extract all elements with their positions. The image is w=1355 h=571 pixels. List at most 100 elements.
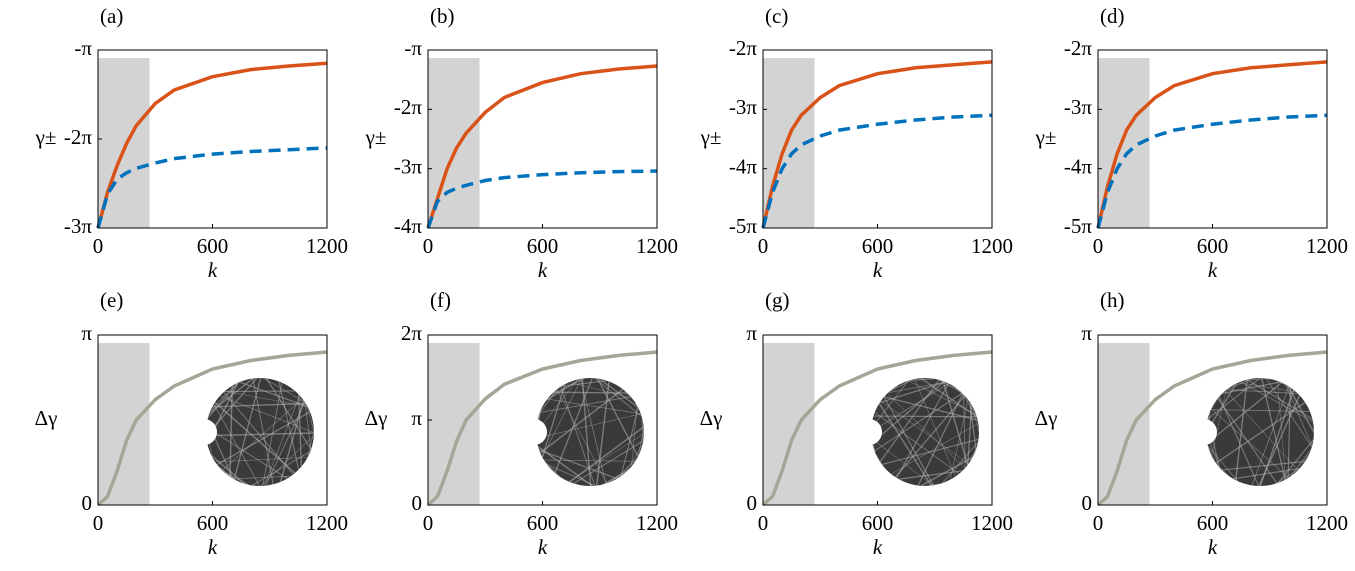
series-line — [96, 146, 328, 229]
y-tick-label: π — [746, 321, 757, 345]
panel-label: (h) — [1100, 288, 1125, 312]
fiber — [941, 441, 979, 484]
y-axis-label: Δγ — [1035, 406, 1058, 430]
fiber — [306, 405, 314, 433]
panel-label: (g) — [765, 288, 790, 312]
texture — [206, 378, 314, 486]
fiber — [536, 413, 641, 439]
y-axis-label: γ± — [365, 125, 387, 149]
fiber — [874, 412, 960, 475]
panel-label: (d) — [1100, 4, 1125, 28]
y-tick-label: π — [81, 321, 92, 345]
fiber — [1211, 408, 1289, 479]
fiber — [279, 399, 305, 483]
fiber — [217, 465, 235, 480]
fiber — [580, 378, 607, 484]
fiber — [635, 402, 637, 405]
y-tick-label: -3π — [64, 214, 92, 238]
texture — [1206, 378, 1314, 486]
x-tick-label: 1200 — [971, 234, 1013, 258]
y-tick-label: -3π — [729, 95, 757, 119]
fiber — [538, 388, 558, 414]
x-axis-label: k — [873, 258, 883, 282]
fiber — [875, 453, 883, 466]
fiber — [538, 449, 618, 480]
fiber — [1251, 386, 1290, 486]
y-tick-label: 0 — [412, 491, 423, 515]
fiber — [1211, 399, 1217, 409]
fiber — [1232, 467, 1300, 480]
fiber — [224, 390, 296, 393]
fiber — [603, 469, 630, 485]
y-axis-label: γ± — [700, 125, 722, 149]
fiber — [873, 415, 977, 418]
fiber — [561, 380, 607, 387]
fiber — [907, 380, 977, 415]
x-tick-label: 0 — [1093, 234, 1104, 258]
fiber — [263, 378, 306, 403]
inset-image — [856, 378, 979, 486]
fiber — [543, 459, 636, 462]
series-line — [761, 60, 993, 229]
y-tick-label: -2π — [394, 95, 422, 119]
x-tick-label: 600 — [862, 511, 894, 535]
panel-label: (e) — [100, 288, 123, 312]
fiber — [207, 382, 239, 419]
notch — [521, 419, 547, 445]
shaded-region — [428, 343, 480, 505]
fiber — [620, 407, 639, 477]
series-line — [1096, 350, 1328, 507]
fiber — [1238, 382, 1297, 393]
inset-image — [521, 378, 644, 486]
fiber — [871, 383, 950, 433]
x-tick-label: 1200 — [306, 234, 348, 258]
x-axis-label: k — [208, 535, 218, 559]
series-line — [426, 350, 658, 507]
fiber — [1277, 439, 1314, 484]
y-axis-label: Δγ — [700, 406, 723, 430]
fiber — [269, 483, 274, 486]
fiber — [1206, 382, 1283, 444]
x-tick-label: 600 — [197, 511, 229, 535]
fiber — [1207, 446, 1216, 463]
fiber — [215, 456, 308, 463]
x-tick-label: 0 — [93, 511, 104, 535]
fiber — [596, 381, 610, 486]
fiber — [969, 401, 977, 450]
x-tick-label: 1200 — [306, 511, 348, 535]
fiber — [920, 456, 974, 486]
fiber — [641, 418, 644, 441]
fiber — [874, 392, 963, 452]
x-tick-label: 1200 — [971, 511, 1013, 535]
fiber — [1210, 409, 1310, 412]
series-line — [761, 113, 993, 229]
x-tick-label: 0 — [423, 234, 434, 258]
fiber — [206, 432, 314, 437]
fiber — [1235, 379, 1248, 481]
fiber — [1218, 396, 1259, 486]
series-line — [761, 350, 993, 507]
fiber — [233, 378, 262, 480]
fiber — [949, 399, 969, 480]
notch — [191, 419, 217, 445]
fiber — [560, 386, 596, 486]
fiber — [242, 379, 246, 382]
x-tick-label: 1200 — [636, 234, 678, 258]
fiber — [942, 380, 969, 466]
fiber — [1207, 445, 1239, 482]
fiber — [1215, 401, 1306, 464]
fiber — [1225, 390, 1299, 471]
y-axis-label: γ± — [35, 125, 57, 149]
fiber — [304, 402, 312, 451]
y-tick-label: -5π — [1064, 214, 1092, 238]
fiber — [871, 380, 909, 429]
x-tick-label: 1200 — [1306, 511, 1348, 535]
x-tick-label: 0 — [758, 511, 769, 535]
panel-label: (c) — [765, 4, 788, 28]
notch — [1191, 419, 1217, 445]
y-axis-label: γ± — [1035, 125, 1057, 149]
fiber — [879, 379, 940, 463]
x-tick-label: 0 — [758, 234, 769, 258]
series-line — [96, 350, 328, 507]
y-axis-label: Δγ — [365, 406, 388, 430]
